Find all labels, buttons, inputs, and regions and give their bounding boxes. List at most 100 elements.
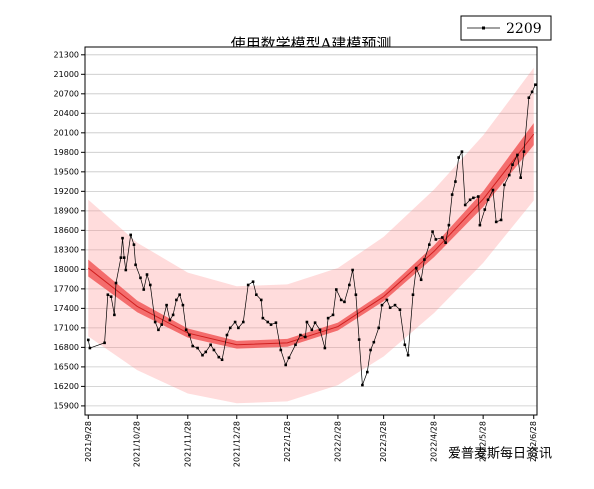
data-point <box>217 355 221 359</box>
data-point <box>255 293 258 297</box>
data-point <box>463 203 467 207</box>
data-point <box>171 313 175 317</box>
data-point <box>196 346 199 350</box>
data-point <box>121 236 124 240</box>
data-point <box>331 313 335 317</box>
data-point <box>313 321 317 324</box>
data-point <box>220 358 224 362</box>
data-point <box>357 338 361 341</box>
plot-area <box>85 47 537 415</box>
x-tick-label: 2021/10/28 <box>133 421 142 467</box>
data-point <box>318 328 322 332</box>
data-point <box>294 343 297 347</box>
y-tick-label: 18900 <box>54 206 79 215</box>
data-point <box>507 173 511 177</box>
y-tick-label: 19500 <box>54 167 79 176</box>
data-point <box>184 328 188 332</box>
data-point <box>486 198 490 202</box>
data-point <box>444 241 447 245</box>
data-point <box>472 196 475 200</box>
data-point <box>165 303 168 307</box>
y-tick-label: 17100 <box>54 323 79 332</box>
data-point <box>441 236 444 239</box>
legend-marker <box>482 26 485 30</box>
data-point <box>303 335 307 339</box>
confidence-band <box>88 123 534 349</box>
y-tick-label: 17700 <box>54 284 79 293</box>
data-point <box>310 328 314 332</box>
data-point <box>284 363 288 367</box>
x-tick-label: 2022/6/28 <box>529 421 538 462</box>
y-tick-label: 16500 <box>54 362 79 371</box>
y-tick-label: 18300 <box>54 245 79 254</box>
data-point <box>113 313 116 317</box>
data-point <box>241 320 245 324</box>
watermark: 爱普麦斯每日资讯 <box>448 446 552 462</box>
data-point <box>178 293 181 297</box>
data-point <box>299 333 302 337</box>
data-point <box>428 243 431 246</box>
data-point <box>483 208 487 211</box>
x-tick-label: 2022/5/28 <box>479 421 488 462</box>
data-point <box>460 150 464 153</box>
data-point <box>476 195 480 198</box>
data-point <box>266 320 270 324</box>
data-point <box>269 323 273 326</box>
data-point <box>388 306 392 310</box>
data-point <box>157 328 160 332</box>
data-point <box>181 303 185 307</box>
data-point <box>139 276 142 280</box>
data-point <box>228 326 232 330</box>
data-point <box>454 180 457 183</box>
y-tick-label: 19800 <box>54 148 79 157</box>
x-tick-label: 2022/1/28 <box>283 421 292 462</box>
data-point <box>109 295 113 298</box>
data-point <box>212 348 216 352</box>
prediction-band <box>88 67 534 404</box>
data-point <box>225 333 229 337</box>
data-point <box>88 346 92 350</box>
y-tick-label: 16200 <box>54 382 79 391</box>
data-point <box>106 293 110 297</box>
data-point <box>522 150 526 153</box>
data-point <box>403 343 407 347</box>
data-point <box>511 163 514 166</box>
data-point <box>132 243 136 246</box>
data-point <box>233 320 237 324</box>
data-point <box>380 303 384 307</box>
data-point <box>274 321 278 324</box>
data-point <box>129 233 132 237</box>
data-point <box>343 300 346 304</box>
data-point <box>499 218 503 222</box>
data-point <box>134 263 137 267</box>
legend-label: 2209 <box>506 21 542 37</box>
data-point <box>148 283 152 287</box>
data-point <box>450 193 454 196</box>
data-point <box>204 350 208 354</box>
data-point <box>334 288 338 291</box>
data-point <box>398 308 402 311</box>
x-tick-label: 2022/4/28 <box>430 421 439 462</box>
y-tick-label: 21000 <box>54 70 79 79</box>
data-point <box>406 353 410 357</box>
x-tick-label: 2022/3/28 <box>379 421 388 462</box>
data-point <box>339 298 343 302</box>
y-tick-label: 18000 <box>54 265 79 274</box>
data-point <box>411 293 415 297</box>
data-point <box>326 316 330 320</box>
y-tick-label: 18600 <box>54 226 79 235</box>
data-point <box>534 83 537 87</box>
y-tick-label: 19200 <box>54 187 79 196</box>
data-point <box>86 338 90 342</box>
data-point <box>188 333 191 337</box>
y-tick-label: 15900 <box>54 401 79 410</box>
data-point <box>423 258 426 261</box>
data-point <box>348 283 351 287</box>
data-point <box>354 293 358 297</box>
y-tick-label: 21300 <box>54 50 79 59</box>
data-point <box>160 323 163 326</box>
data-point <box>361 383 364 387</box>
data-point <box>279 348 283 352</box>
data-point <box>516 153 519 157</box>
data-point <box>503 183 506 187</box>
